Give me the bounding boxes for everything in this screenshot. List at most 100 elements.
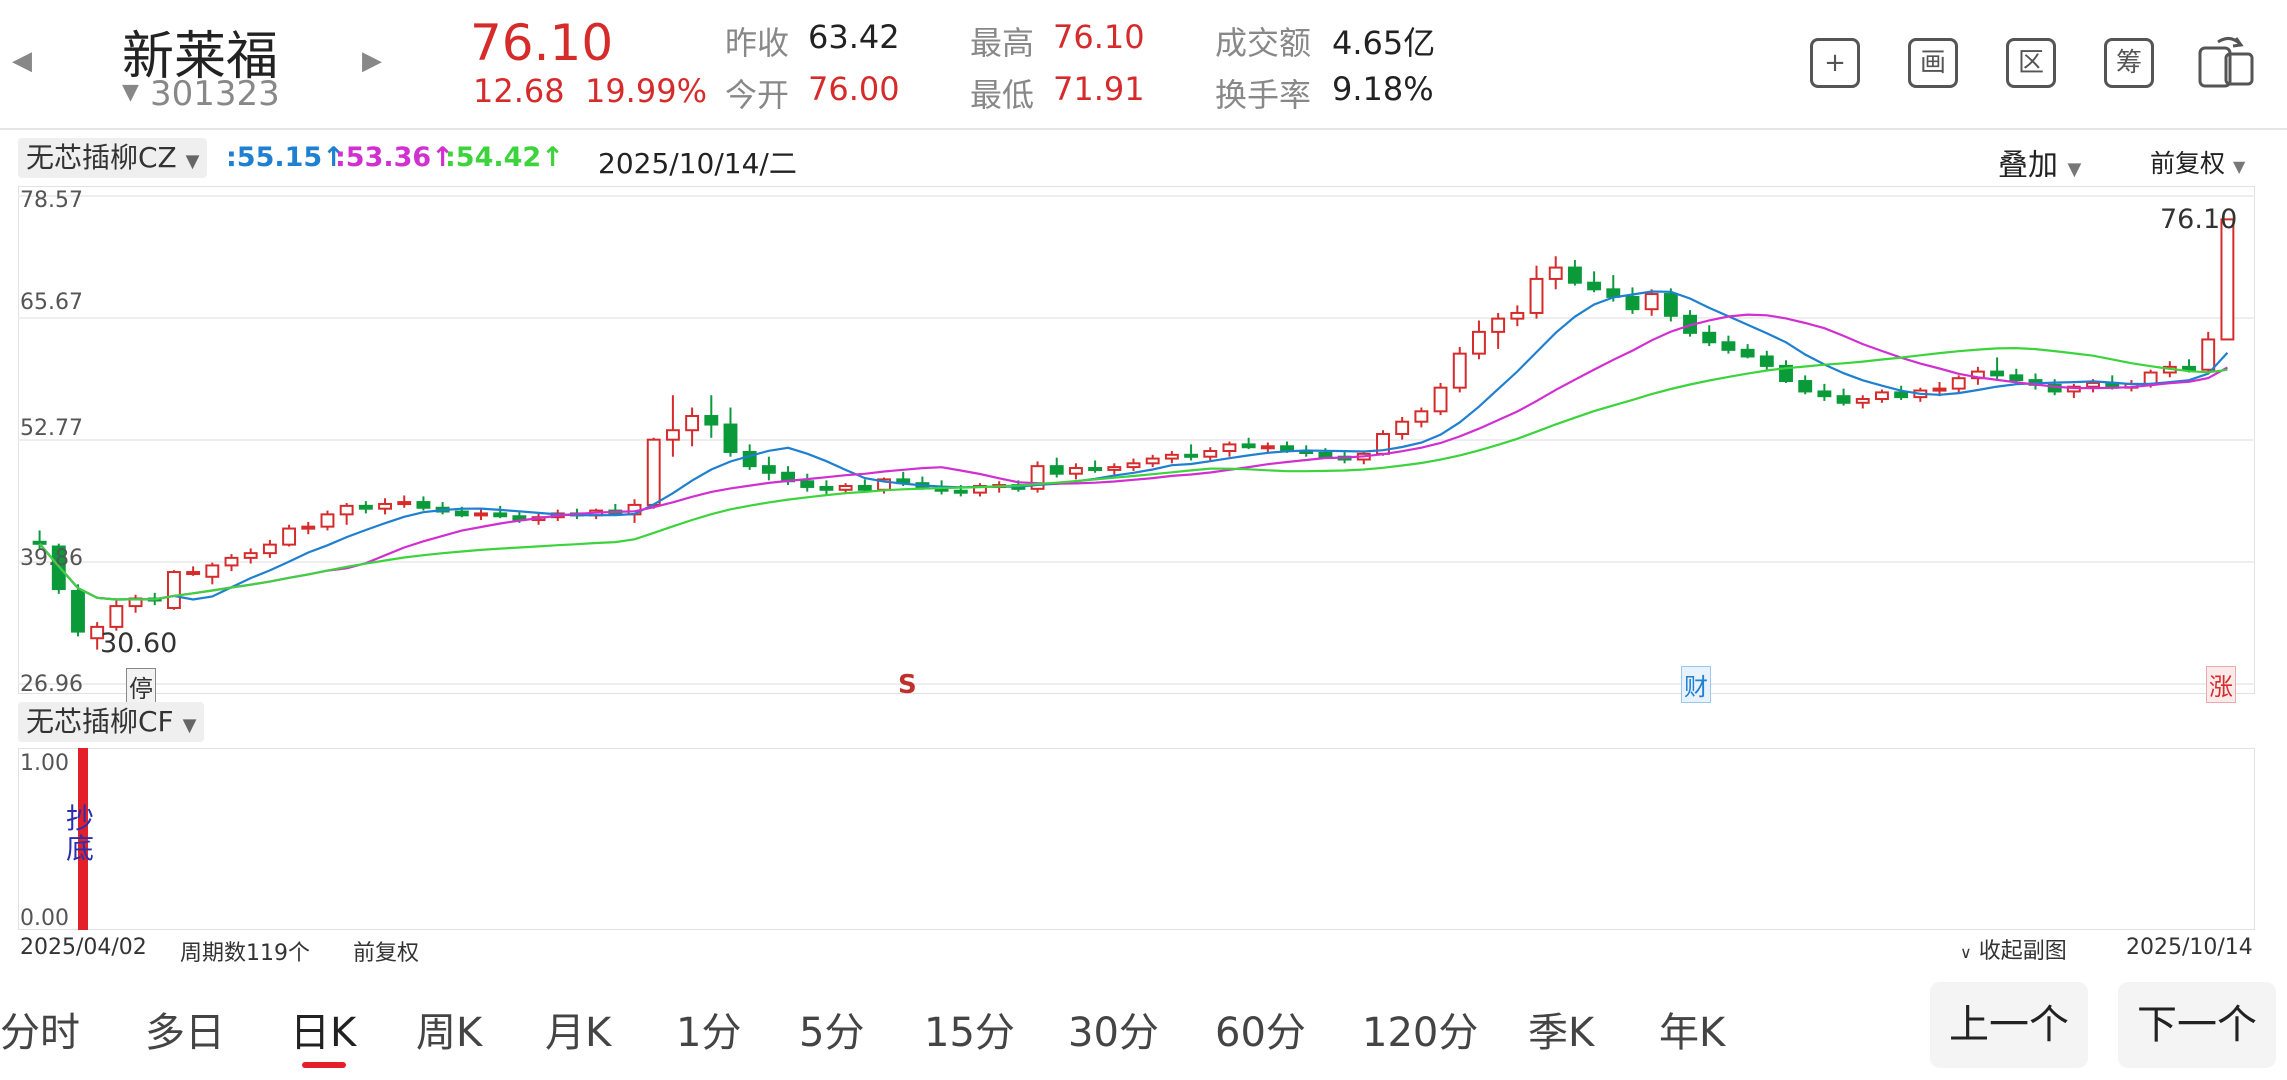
range-tool-icon[interactable]: 区: [2006, 38, 2056, 88]
candle-body: [341, 506, 353, 515]
candle-body: [1857, 399, 1869, 403]
ma3-value: :54.42↑: [445, 142, 564, 173]
chip-distribution-icon[interactable]: 筹: [2104, 38, 2154, 88]
tab-monthly-k[interactable]: 月K: [545, 1000, 611, 1058]
quote-value: 71.91: [1053, 70, 1145, 108]
prev-stock-arrow-icon[interactable]: ◀: [12, 46, 32, 76]
tab-1min[interactable]: 1分: [676, 1000, 741, 1058]
candle-body: [1588, 283, 1600, 290]
candle-body: [648, 440, 660, 505]
candle-body: [1569, 268, 1581, 283]
tab-30min[interactable]: 30分: [1068, 1000, 1159, 1058]
next-stock-arrow-icon[interactable]: ▶: [362, 46, 382, 76]
candle-body: [34, 542, 46, 544]
candle-body: [168, 572, 180, 608]
quote-header: ◀ 新莱福 ▼ 301323 ▶ 76.10 12.68 19.99% 昨收 6…: [0, 0, 2287, 130]
code-dropdown-icon[interactable]: ▼: [122, 80, 139, 105]
candle-body: [820, 487, 832, 490]
adjust-button[interactable]: 前复权 ▼: [2150, 144, 2245, 180]
candle-body: [398, 502, 410, 504]
quote-label: 最高: [970, 18, 1034, 64]
tab-timeshare[interactable]: 分时: [0, 1000, 80, 1058]
chevron-down-icon: ▼: [2068, 159, 2082, 180]
tab-quarterly-k[interactable]: 季K: [1528, 1000, 1594, 1058]
sell-marker[interactable]: S: [898, 670, 917, 700]
limit-up-marker[interactable]: 涨: [2206, 666, 2236, 703]
candle-body: [1934, 389, 1946, 391]
overlay-label: 叠加: [1998, 148, 2058, 183]
ma1-value: :55.15↑: [226, 142, 345, 173]
candle-body: [379, 504, 391, 509]
current-price: 76.10: [470, 14, 613, 72]
candle-body: [1108, 467, 1120, 470]
candle-body: [686, 416, 698, 430]
stock-code[interactable]: 301323: [150, 74, 280, 114]
candle-body: [955, 491, 967, 493]
prev-button[interactable]: 上一个: [1930, 982, 2088, 1068]
candle-body: [763, 466, 775, 473]
main-indicator-select[interactable]: 无芯插柳CZ ▼: [18, 138, 207, 178]
add-watchlist-icon[interactable]: +: [1810, 38, 1860, 88]
candle-body: [494, 513, 506, 516]
candle-body: [1742, 350, 1754, 357]
candle-body: [206, 565, 218, 576]
next-button[interactable]: 下一个: [2118, 982, 2276, 1068]
quote-value: 63.42: [808, 18, 900, 56]
candle-body: [1128, 463, 1140, 467]
draw-tool-icon[interactable]: 画: [1908, 38, 1958, 88]
candle-body: [1185, 455, 1197, 457]
collapse-sub-chart-button[interactable]: ∨ 收起副图: [1960, 933, 2067, 965]
candle-body: [2010, 375, 2022, 380]
candle-body: [1415, 411, 1427, 421]
candle-body: [1089, 468, 1101, 470]
finance-marker[interactable]: 财: [1681, 666, 1711, 703]
end-date: 2025/10/14: [2126, 935, 2253, 960]
tab-15min[interactable]: 15分: [924, 1000, 1015, 1058]
y-axis-label: 65.67: [20, 290, 83, 315]
candle-body: [2202, 339, 2214, 369]
footer-adjust: 前复权: [353, 935, 419, 967]
candle-body: [1799, 381, 1811, 391]
kline-chart[interactable]: [18, 186, 2255, 694]
candle-body: [1876, 392, 1888, 399]
sub-indicator-select[interactable]: 无芯插柳CF ▼: [18, 702, 204, 742]
tab-weekly-k[interactable]: 周K: [416, 1000, 482, 1058]
cursor-date: 2025/10/14/二: [598, 142, 797, 182]
tab-60min[interactable]: 60分: [1215, 1000, 1306, 1058]
chevron-down-icon: ▼: [186, 151, 200, 172]
period-count: 周期数119个: [180, 935, 310, 967]
overlay-button[interactable]: 叠加 ▼: [1998, 140, 2081, 184]
sub-chart[interactable]: [18, 748, 2255, 930]
y-axis-label: 26.96: [20, 672, 83, 697]
quote-label: 昨收: [725, 18, 789, 64]
quote-value: 76.10: [1053, 18, 1145, 56]
tab-120min[interactable]: 120分: [1362, 1000, 1478, 1058]
low-price-label: 30.60: [100, 628, 177, 659]
tab-daily-k[interactable]: 日K: [290, 1000, 356, 1058]
chevron-down-icon: ∨: [1960, 943, 1972, 962]
candle-body: [1953, 378, 1965, 388]
candle-body: [1204, 451, 1216, 457]
candle-body: [1838, 396, 1850, 403]
candle-body: [264, 545, 276, 554]
candle-body: [1319, 453, 1331, 457]
candle-body: [1051, 466, 1063, 474]
candle-body: [1646, 294, 1658, 309]
ma2-value: :53.36↑: [335, 142, 454, 173]
adjust-label: 前复权: [2150, 149, 2225, 178]
chevron-down-icon: ▼: [183, 715, 197, 736]
candle-body: [360, 506, 372, 509]
tab-multi-day[interactable]: 多日: [145, 1000, 225, 1058]
candle-body: [1166, 455, 1178, 459]
quote-value: 4.65亿: [1332, 18, 1435, 64]
tab-5min[interactable]: 5分: [799, 1000, 864, 1058]
candle-body: [2145, 373, 2157, 384]
candle-body: [1435, 388, 1447, 412]
screen-switch-icon[interactable]: [2196, 34, 2258, 90]
tab-yearly-k[interactable]: 年K: [1659, 1000, 1725, 1058]
candle-body: [456, 512, 468, 516]
sub-y-top: 1.00: [20, 751, 69, 776]
quote-label: 今开: [725, 70, 789, 116]
y-axis-label: 78.57: [20, 188, 83, 213]
suspend-marker[interactable]: 停: [126, 668, 156, 705]
